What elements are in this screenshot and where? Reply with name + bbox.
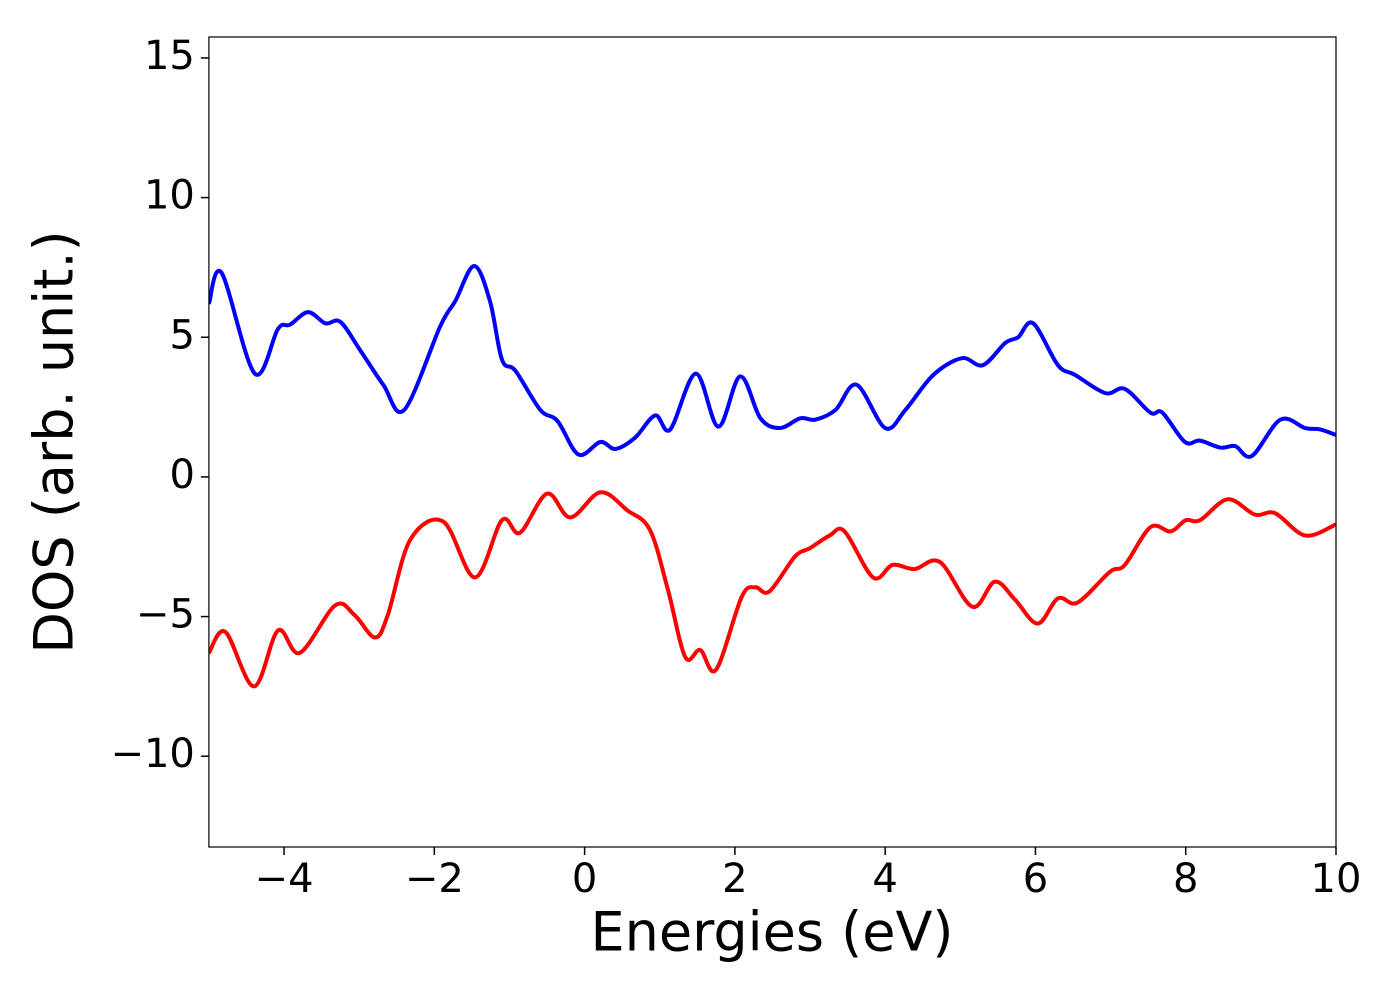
x-tick-label: 0 xyxy=(572,856,597,902)
x-tick-label: 6 xyxy=(1023,856,1048,902)
y-tick-label: −10 xyxy=(110,731,194,777)
x-tick-label: 10 xyxy=(1311,856,1362,902)
y-tick-label: 5 xyxy=(169,312,194,358)
line-series xyxy=(208,490,1336,689)
x-tick-label: −4 xyxy=(255,856,314,902)
y-tick-label: 0 xyxy=(169,452,194,498)
x-tick-label: 2 xyxy=(722,856,747,902)
y-tick-label: 10 xyxy=(144,173,195,219)
x-tick-label: 4 xyxy=(872,856,897,902)
x-tick-label: 8 xyxy=(1173,856,1198,902)
x-tick-label: −2 xyxy=(405,856,464,902)
y-axis-label: DOS (arb. unit.) xyxy=(23,230,86,653)
y-tick-label: 15 xyxy=(144,33,195,79)
line-series xyxy=(208,264,1336,459)
y-tick-label: −5 xyxy=(136,592,195,638)
x-axis-label: Energies (eV) xyxy=(591,901,954,964)
plot-frame xyxy=(208,36,1337,848)
